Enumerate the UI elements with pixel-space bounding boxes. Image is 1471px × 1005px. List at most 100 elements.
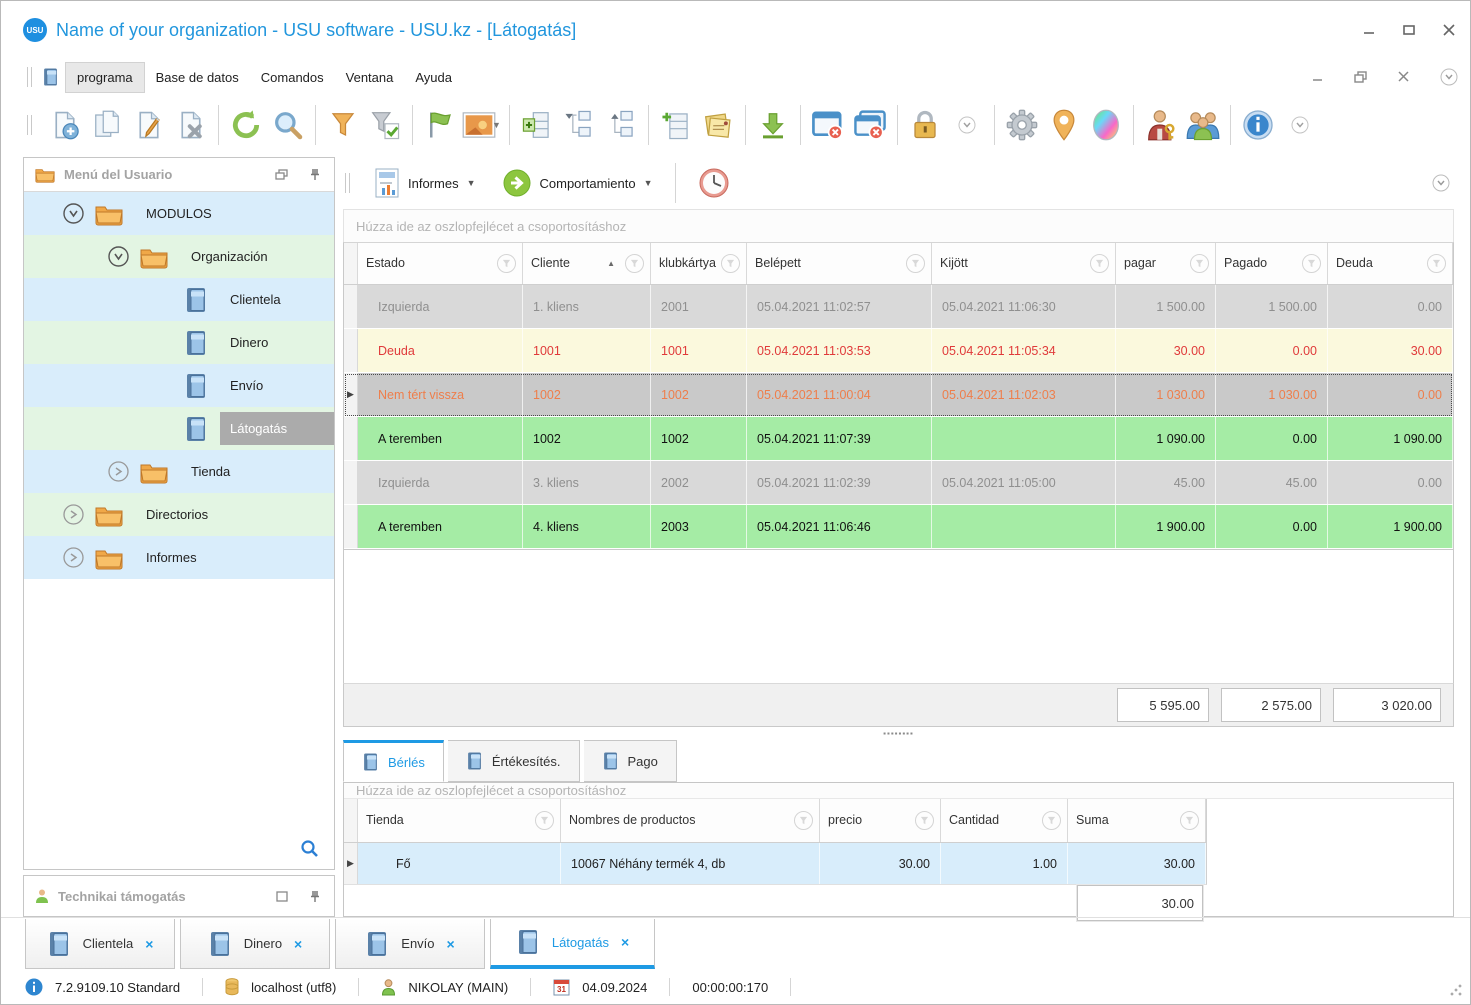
lock-icon[interactable] (904, 103, 946, 147)
image-icon[interactable]: ▼ (461, 103, 503, 147)
sidebar-item-dinero[interactable]: Dinero (24, 321, 334, 364)
menu-item-ayuda[interactable]: Ayuda (404, 63, 463, 92)
sidebar-item-modulos[interactable]: MODULOS (24, 192, 334, 235)
sidebar-item-directorios[interactable]: Directorios (24, 493, 334, 536)
filter-icon[interactable] (497, 254, 516, 273)
maximize-button[interactable] (1402, 23, 1416, 37)
informes-button[interactable]: Informes▼ (364, 162, 486, 204)
menu-item-programa[interactable]: programa (65, 62, 145, 93)
window-tab-látogatás[interactable]: Látogatás× (490, 919, 655, 969)
tree-search-icon[interactable] (300, 839, 320, 859)
mdi-close-button[interactable] (1398, 71, 1410, 83)
window-tab-dinero[interactable]: Dinero× (180, 919, 330, 969)
sidebar-item-tienda[interactable]: Tienda (24, 450, 334, 493)
window-tab-envío[interactable]: Envío× (335, 919, 485, 969)
location-pin-icon[interactable] (1043, 103, 1085, 147)
clock-icon[interactable] (688, 161, 740, 205)
sidebar-item-organización[interactable]: Organización (24, 235, 334, 278)
detail-tab-rtkests[interactable]: Értékesítés. (448, 740, 580, 782)
users-icon[interactable] (1182, 103, 1224, 147)
mdi-restore-button[interactable] (1354, 71, 1368, 84)
notes-icon[interactable] (697, 103, 739, 147)
menu-item-ventana[interactable]: Ventana (335, 63, 405, 92)
menu-item-base-de-datos[interactable]: Base de datos (145, 63, 250, 92)
column-header-suma[interactable]: Suma (1068, 799, 1206, 842)
filter-icon[interactable] (1180, 811, 1199, 830)
more-chevron-icon[interactable] (1432, 174, 1450, 192)
panel-pin-icon[interactable] (310, 890, 320, 903)
visit-row[interactable]: Deuda1001100105.04.2021 11:03:5305.04.20… (344, 329, 1453, 373)
sidebar-item-envío[interactable]: Envío (24, 364, 334, 407)
column-header-belépett[interactable]: Belépett (747, 243, 932, 284)
info-icon[interactable] (25, 978, 43, 996)
close-window-icon[interactable] (807, 103, 849, 147)
close-all-windows-icon[interactable] (849, 103, 891, 147)
info-icon[interactable] (1237, 103, 1279, 147)
menu-item-comandos[interactable]: Comandos (250, 63, 335, 92)
visit-row[interactable]: A teremben1002100205.04.2021 11:07:391 0… (344, 417, 1453, 461)
filter-icon[interactable] (1427, 254, 1446, 273)
window-tab-clientela[interactable]: Clientela× (25, 919, 175, 969)
tree-expand-icon[interactable] (558, 103, 600, 147)
panel-pin-icon[interactable] (310, 168, 320, 181)
visit-row[interactable]: Izquierda1. kliens200105.04.2021 11:02:5… (344, 285, 1453, 329)
detail-group-by-band[interactable]: Húzza ide az oszlopfejlécet a csoportosí… (344, 783, 1453, 799)
filter-icon[interactable] (322, 103, 364, 147)
close-button[interactable] (1442, 23, 1456, 37)
close-tab-icon[interactable]: × (447, 936, 455, 952)
more-chevron-icon[interactable] (946, 103, 988, 147)
column-header-cliente[interactable]: Cliente▲ (523, 243, 651, 284)
column-header-cantidad[interactable]: Cantidad (941, 799, 1068, 842)
expand-node-icon[interactable] (62, 547, 84, 569)
more-chevron-icon[interactable] (1440, 68, 1458, 86)
user-key-icon[interactable] (1140, 103, 1182, 147)
sidebar-item-clientela[interactable]: Clientela (24, 278, 334, 321)
new-document-icon[interactable] (44, 103, 86, 147)
menubar-grip[interactable] (27, 67, 32, 87)
column-header-deuda[interactable]: Deuda (1328, 243, 1453, 284)
visit-row[interactable]: A teremben4. kliens200305.04.2021 11:06:… (344, 505, 1453, 549)
gear-icon[interactable] (1001, 103, 1043, 147)
collapse-node-icon[interactable] (62, 203, 84, 225)
sidebar-item-informes[interactable]: Informes (24, 536, 334, 579)
close-tab-icon[interactable]: × (621, 934, 629, 950)
product-row[interactable]: ▶Fő10067 Néhány termék 4, db30.001.0030.… (344, 843, 1207, 885)
add-rows-icon[interactable] (516, 103, 558, 147)
group-by-band[interactable]: Húzza ide az oszlopfejlécet a csoportosí… (343, 209, 1454, 242)
sidebar-item-látogatás[interactable]: Látogatás (24, 407, 334, 450)
column-header-klubkártya[interactable]: klubkártya (651, 243, 747, 284)
column-header-precio[interactable]: precio (820, 799, 941, 842)
detail-tab-brls[interactable]: Bérlés (343, 740, 444, 782)
column-header-pagado[interactable]: Pagado (1216, 243, 1328, 284)
expand-node-icon[interactable] (62, 504, 84, 526)
close-tab-icon[interactable]: × (145, 936, 153, 952)
column-header-pagar[interactable]: pagar (1116, 243, 1216, 284)
column-header-kijött[interactable]: Kijött (932, 243, 1116, 284)
comportamiento-button[interactable]: Comportamiento▼ (492, 162, 663, 204)
visit-row[interactable]: Izquierda3. kliens200205.04.2021 11:02:3… (344, 461, 1453, 505)
report-toolbar-grip[interactable] (345, 173, 350, 193)
add-row-icon[interactable] (655, 103, 697, 147)
filter-check-icon[interactable] (364, 103, 406, 147)
search-icon[interactable] (267, 103, 309, 147)
resize-grip[interactable] (1450, 984, 1462, 996)
filter-icon[interactable] (794, 811, 813, 830)
filter-icon[interactable] (1302, 254, 1321, 273)
detail-tab-pago[interactable]: Pago (584, 740, 677, 782)
copy-document-icon[interactable] (86, 103, 128, 147)
edit-document-icon[interactable] (128, 103, 170, 147)
filter-icon[interactable] (915, 811, 934, 830)
more-chevron-icon[interactable] (1279, 103, 1321, 147)
minimize-button[interactable] (1362, 23, 1376, 37)
filter-icon[interactable] (1190, 254, 1209, 273)
filter-icon[interactable] (625, 254, 644, 273)
technical-support-panel[interactable]: Technikai támogatás (23, 875, 335, 917)
horizontal-splitter[interactable]: ▪▪▪▪▪▪▪▪ (343, 727, 1454, 740)
filter-icon[interactable] (535, 811, 554, 830)
collapse-node-icon[interactable] (107, 246, 129, 268)
download-icon[interactable] (752, 103, 794, 147)
tree-collapse-icon[interactable] (600, 103, 642, 147)
panel-maximize-icon[interactable] (276, 891, 288, 902)
column-header-tienda[interactable]: Tienda (358, 799, 561, 842)
column-header-nombres-de-productos[interactable]: Nombres de productos (561, 799, 820, 842)
